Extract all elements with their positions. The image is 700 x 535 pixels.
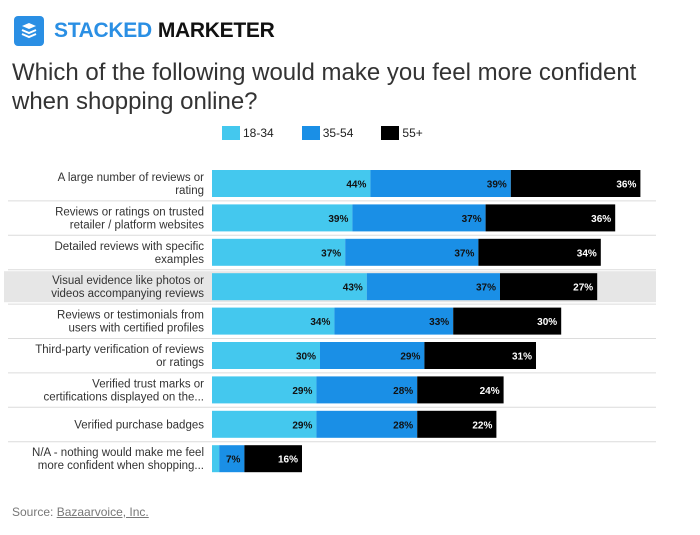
category-label: more confident when shopping...: [38, 460, 204, 472]
bar-segment: [316, 410, 418, 438]
legend-label: 18-34: [243, 126, 274, 140]
bar-segment: [219, 445, 245, 473]
bar-segment: [417, 376, 504, 404]
category-label: Verified purchase badges: [74, 419, 204, 431]
legend-swatch: [222, 126, 240, 140]
category-label: Verified trust marks or: [92, 378, 204, 390]
data-label: 34%: [577, 248, 597, 259]
chart-title: Which of the following would make you fe…: [12, 59, 637, 115]
category-label: Third-party verification of reviews: [35, 344, 204, 356]
bar-segment: [366, 273, 500, 301]
data-label: 29%: [292, 386, 312, 397]
data-label: 29%: [292, 420, 312, 431]
data-label: 24%: [480, 386, 500, 397]
data-label: 43%: [343, 283, 363, 294]
legend-item: 35-54: [301, 126, 354, 140]
category-label: rating: [175, 185, 204, 197]
data-label: 28%: [393, 420, 413, 431]
legend-label: 55+: [402, 126, 423, 140]
data-label: 29%: [400, 352, 420, 363]
bar-segment: [320, 342, 425, 369]
category-label: Reviews or ratings on trusted: [55, 206, 204, 218]
chart-legend: 18-34 35-54 55+: [222, 126, 451, 140]
bar-segment: [212, 204, 353, 232]
bar-segment: [316, 376, 418, 404]
data-label: 7%: [226, 455, 241, 466]
bar-segment: [478, 238, 601, 266]
category-label: or ratings: [156, 357, 204, 369]
data-label: 37%: [454, 248, 474, 259]
legend-item: 18-34: [222, 126, 274, 140]
source-note: Source: Bazaarvoice, Inc.: [12, 505, 149, 519]
category-label: users with certified profiles: [69, 323, 205, 335]
brand-name-part1: STACKED: [54, 19, 152, 42]
data-label: 36%: [616, 180, 636, 191]
bar-segment: [510, 170, 641, 197]
brand-name-part2: MARKETER: [157, 19, 275, 42]
category-label: certifications displayed on the...: [44, 391, 204, 403]
bar-segment: [500, 273, 598, 301]
bar-segment: [352, 204, 486, 232]
brand: STACKED MARKETER: [14, 16, 275, 46]
legend-item: 55+: [381, 126, 423, 140]
brand-name: STACKED MARKETER: [54, 19, 275, 43]
data-label: 37%: [476, 283, 496, 294]
bar-segment: [370, 170, 511, 197]
category-label: Visual evidence like photos or: [52, 275, 204, 287]
data-label: 31%: [512, 352, 532, 363]
data-label: 16%: [278, 455, 298, 466]
data-label: 30%: [296, 352, 316, 363]
bar-segment: [212, 342, 320, 369]
bar-segment: [334, 307, 454, 335]
bar-segment: [345, 238, 479, 266]
category-label: videos accompanying reviews: [51, 288, 204, 300]
source-label: Source:: [12, 505, 54, 519]
category-label: examples: [155, 254, 204, 266]
category-label: Reviews or testimonials from: [57, 310, 204, 322]
data-label: 36%: [591, 214, 611, 225]
bar-segment: [212, 376, 317, 404]
legend-label: 35-54: [322, 126, 354, 140]
bar-segment: [212, 238, 346, 266]
data-label: 33%: [429, 317, 449, 328]
data-label: 37%: [321, 248, 341, 259]
category-label: A large number of reviews or: [58, 172, 205, 184]
data-label: 30%: [537, 317, 557, 328]
category-label: retailer / platform websites: [70, 219, 204, 231]
bar-segment: [212, 273, 367, 301]
bar-segment: [212, 445, 220, 473]
bar-segment: [417, 410, 497, 438]
category-label: Detailed reviews with specific: [54, 241, 204, 253]
category-label: N/A - nothing would make me feel: [32, 447, 204, 459]
bar-segment: [244, 445, 302, 473]
data-label: 27%: [573, 283, 593, 294]
bar-segment: [212, 410, 317, 438]
bar-segment: [212, 170, 371, 197]
legend-swatch: [381, 126, 400, 140]
data-label: 22%: [472, 420, 492, 431]
data-label: 28%: [393, 386, 413, 397]
stacked-layers-icon: [14, 16, 44, 46]
data-label: 39%: [487, 180, 507, 191]
data-label: 39%: [328, 214, 348, 225]
data-label: 44%: [346, 180, 366, 191]
bar-segment: [485, 204, 616, 232]
bar-segment: [453, 307, 562, 335]
bar-segment: [424, 342, 536, 369]
data-label: 34%: [310, 317, 330, 328]
bar-segment: [212, 307, 335, 335]
data-label: 37%: [462, 214, 482, 225]
source-link[interactable]: Bazaarvoice, Inc.: [56, 505, 149, 519]
legend-swatch: [301, 126, 320, 140]
